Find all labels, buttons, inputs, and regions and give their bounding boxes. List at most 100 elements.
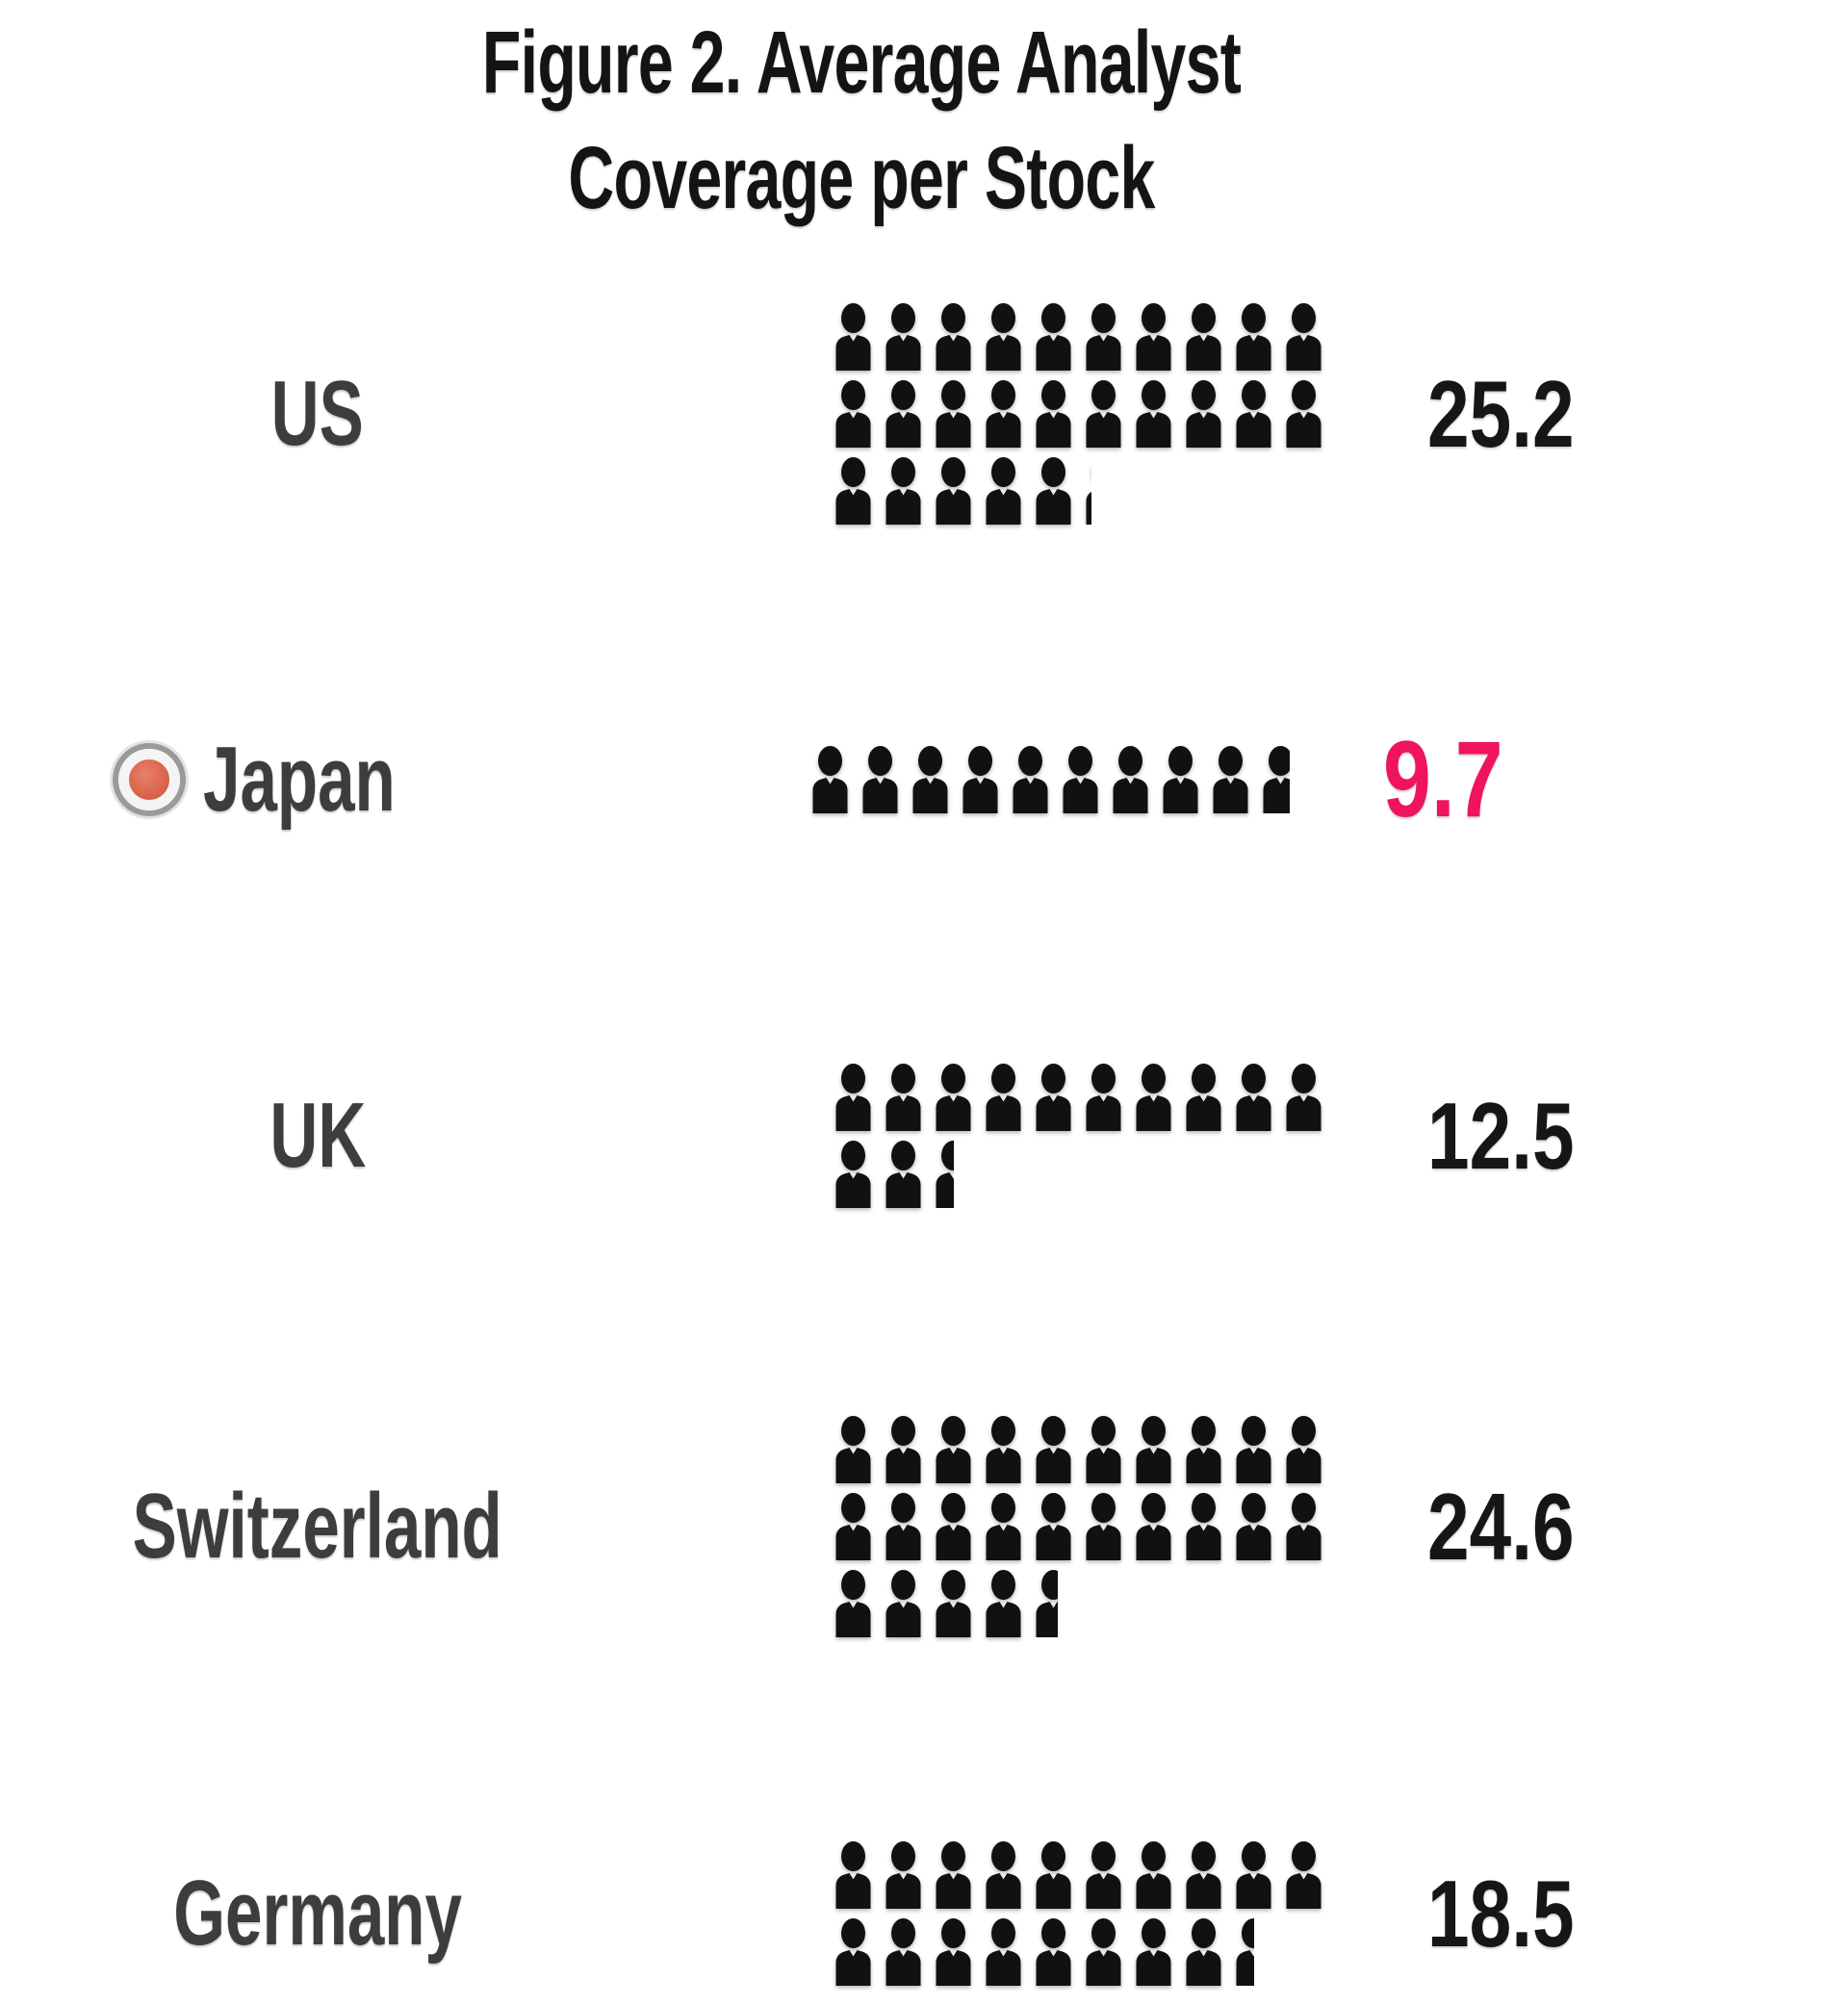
person-icon	[1086, 380, 1121, 448]
person-icon	[1036, 1493, 1071, 1560]
person-icon-partial	[1233, 1918, 1254, 1986]
person-icon	[1286, 380, 1322, 448]
person-icon	[1186, 1841, 1221, 1909]
person-icon	[886, 380, 921, 448]
person-icon	[986, 380, 1021, 448]
person-icon	[936, 380, 971, 448]
person-icon	[1136, 303, 1171, 371]
person-icon	[1236, 1064, 1271, 1131]
person-icon	[835, 1918, 871, 1986]
person-icon	[1236, 1918, 1254, 1986]
person-icon	[835, 457, 871, 525]
person-icon	[1263, 745, 1290, 813]
person-icon	[1036, 1841, 1071, 1909]
person-icon	[1136, 1841, 1171, 1909]
person-icon	[1113, 745, 1148, 813]
label-cell-germany: Germany	[29, 1861, 606, 1966]
person-icon	[936, 303, 971, 371]
value-switzerland: 24.6	[1427, 1473, 1575, 1580]
person-icon-partial	[1260, 745, 1290, 813]
person-icon	[1036, 303, 1071, 371]
person-icon	[886, 1570, 921, 1637]
person-icon	[1136, 1493, 1171, 1560]
person-icon	[886, 1493, 921, 1560]
row-germany: Germany 18.5	[0, 1822, 1848, 2005]
person-icon	[862, 745, 898, 813]
person-icon	[1286, 1493, 1322, 1560]
person-icon	[835, 380, 871, 448]
figure-title-line1: Figure 2. Average Analyst	[481, 13, 1242, 112]
label-cell-japan: Japan	[6, 727, 583, 833]
row-uk: UK 12.5	[0, 1044, 1848, 1227]
category-label-uk: UK	[270, 1084, 366, 1187]
person-icon	[835, 1570, 871, 1637]
person-icon	[835, 303, 871, 371]
icon-grid-uk	[833, 1064, 1352, 1208]
person-icon	[835, 1064, 871, 1131]
person-icon	[936, 1493, 971, 1560]
person-icon	[1236, 1841, 1271, 1909]
person-icon	[1036, 1918, 1071, 1986]
person-icon	[936, 1918, 971, 1986]
person-icon-partial	[1033, 1570, 1058, 1637]
person-icon	[835, 1841, 871, 1909]
person-icon	[1086, 1841, 1121, 1909]
person-icon	[1236, 303, 1271, 371]
person-icon	[1286, 1064, 1322, 1131]
person-icon	[1086, 1493, 1121, 1560]
person-icon	[1186, 1493, 1221, 1560]
figure-title: Figure 2. Average Analyst Coverage per S…	[0, 6, 1723, 236]
value-germany: 18.5	[1427, 1860, 1575, 1966]
person-icon	[1186, 1918, 1221, 1986]
person-icon	[986, 1416, 1021, 1483]
person-icon	[936, 1570, 971, 1637]
person-icon	[1136, 1918, 1171, 1986]
icon-grid-germany	[833, 1841, 1352, 1986]
person-icon	[962, 745, 998, 813]
person-icon	[986, 457, 1021, 525]
person-icon	[1036, 457, 1071, 525]
person-icon	[886, 457, 921, 525]
category-label-japan: Japan	[203, 727, 397, 831]
person-icon	[1086, 491, 1091, 525]
person-icon	[812, 745, 848, 813]
icon-grid-switzerland	[833, 1416, 1352, 1637]
value-japan: 9.7	[1383, 719, 1503, 839]
person-icon	[1136, 1064, 1171, 1131]
person-icon	[1286, 303, 1322, 371]
person-icon	[1086, 1416, 1121, 1483]
person-icon	[936, 1064, 971, 1131]
person-icon	[1286, 1416, 1322, 1483]
row-us: US 25.2	[0, 289, 1848, 539]
person-icon	[1186, 1064, 1221, 1131]
person-icon	[835, 1416, 871, 1483]
person-icon	[936, 457, 971, 525]
person-icon	[986, 1918, 1021, 1986]
person-icon	[936, 1416, 971, 1483]
category-label-us: US	[270, 362, 365, 465]
category-label-germany: Germany	[173, 1862, 462, 1965]
person-icon	[886, 1064, 921, 1131]
person-icon	[1036, 1064, 1071, 1131]
person-icon	[986, 1493, 1021, 1560]
row-japan: Japan 9.7	[0, 719, 1848, 839]
person-icon	[835, 1493, 871, 1560]
japan-flag-icon	[118, 748, 181, 810]
person-icon	[1236, 1493, 1271, 1560]
person-icon	[1036, 1416, 1071, 1483]
person-icon-partial	[933, 1141, 954, 1208]
icon-grid-japan	[809, 745, 1329, 813]
person-icon	[986, 303, 1021, 371]
person-icon	[1186, 380, 1221, 448]
icon-grid-us	[833, 303, 1352, 525]
person-icon	[1163, 745, 1198, 813]
value-us: 25.2	[1427, 360, 1575, 467]
label-cell-us: US	[29, 361, 606, 467]
person-icon	[1036, 1570, 1058, 1637]
person-icon	[886, 1841, 921, 1909]
row-switzerland: Switzerland 24.6	[0, 1398, 1848, 1656]
person-icon	[1136, 1416, 1171, 1483]
person-icon	[912, 745, 948, 813]
person-icon	[936, 1141, 954, 1208]
value-uk: 12.5	[1427, 1082, 1575, 1189]
